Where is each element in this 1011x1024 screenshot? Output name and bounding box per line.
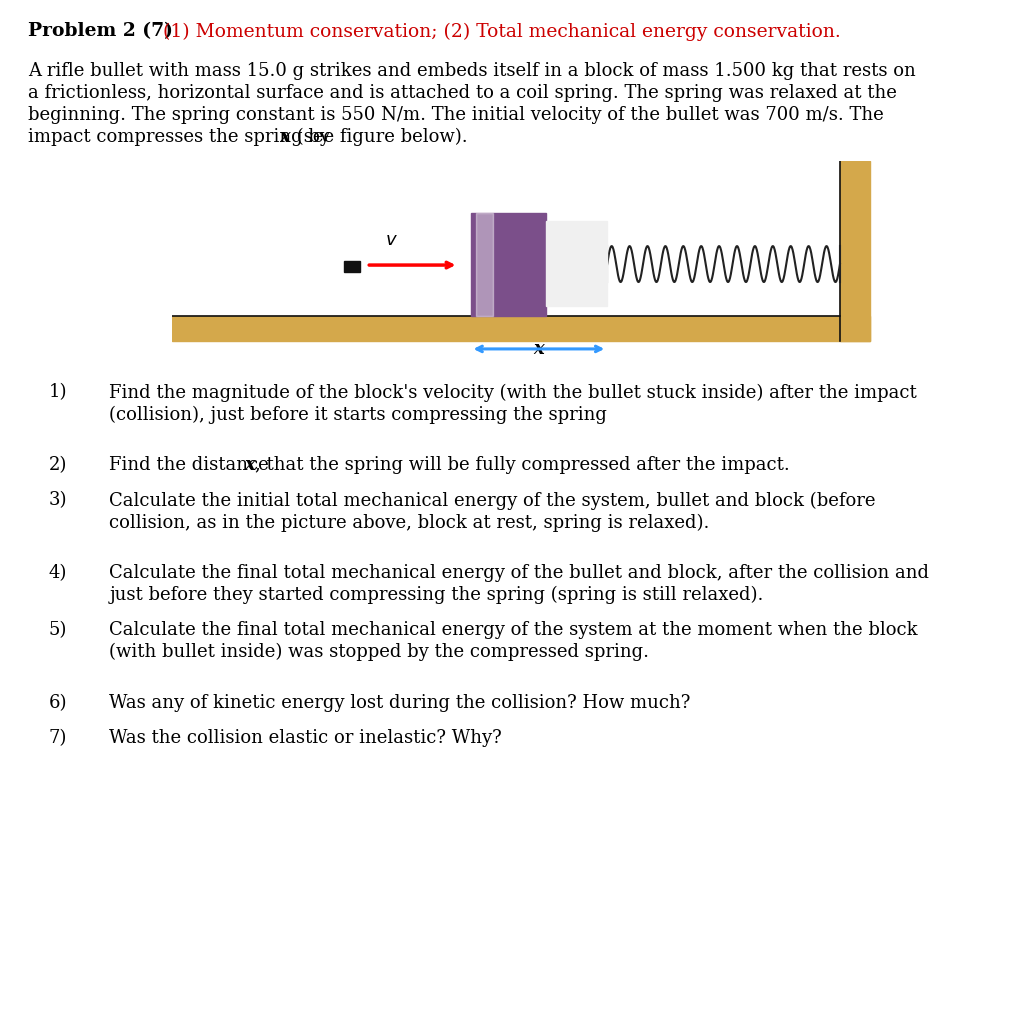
Text: x: x xyxy=(279,128,290,146)
Text: (1) Momentum conservation; (2) Total mechanical energy conservation.: (1) Momentum conservation; (2) Total mec… xyxy=(163,23,840,41)
Text: 4): 4) xyxy=(49,564,67,582)
Text: 1): 1) xyxy=(49,383,67,401)
Text: beginning. The spring constant is 550 N/m. The initial velocity of the bullet wa: beginning. The spring constant is 550 N/… xyxy=(28,106,884,124)
Text: A rifle bullet with mass 15.0 g strikes and embeds itself in a block of mass 1.5: A rifle bullet with mass 15.0 g strikes … xyxy=(28,62,915,80)
Text: Problem 2 (7): Problem 2 (7) xyxy=(28,23,180,41)
Text: collision, as in the picture above, block at rest, spring is relaxed).: collision, as in the picture above, bloc… xyxy=(109,513,709,531)
Text: x: x xyxy=(533,340,543,358)
Text: x: x xyxy=(244,456,255,474)
Bar xyxy=(839,161,869,341)
Text: Calculate the final total mechanical energy of the system at the moment when the: Calculate the final total mechanical ene… xyxy=(109,622,917,639)
Text: 7): 7) xyxy=(49,729,67,748)
Text: Find the distance: Find the distance xyxy=(109,456,275,474)
Bar xyxy=(546,221,607,306)
Text: (with bullet inside) was stopped by the compressed spring.: (with bullet inside) was stopped by the … xyxy=(109,643,649,662)
Text: $v$: $v$ xyxy=(384,231,397,249)
Text: 3): 3) xyxy=(49,492,67,509)
Bar xyxy=(172,316,869,341)
Text: Calculate the final total mechanical energy of the bullet and block, after the c: Calculate the final total mechanical ene… xyxy=(109,564,928,582)
Text: impact compresses the spring by: impact compresses the spring by xyxy=(28,128,336,146)
Text: 2): 2) xyxy=(49,456,67,474)
Bar xyxy=(344,260,360,271)
Text: (see figure below).: (see figure below). xyxy=(291,128,468,146)
Text: , that the spring will be fully compressed after the impact.: , that the spring will be fully compress… xyxy=(255,456,789,474)
Text: Find the magnitude of the block's velocity (with the bullet stuck inside) after : Find the magnitude of the block's veloci… xyxy=(109,383,916,401)
Text: a frictionless, horizontal surface and is attached to a coil spring. The spring : a frictionless, horizontal surface and i… xyxy=(28,84,897,102)
Text: 6): 6) xyxy=(49,694,67,712)
Text: Was the collision elastic or inelastic? Why?: Was the collision elastic or inelastic? … xyxy=(109,729,501,748)
Text: Calculate the initial total mechanical energy of the system, bullet and block (b: Calculate the initial total mechanical e… xyxy=(109,492,875,510)
Text: just before they started compressing the spring (spring is still relaxed).: just before they started compressing the… xyxy=(109,586,763,604)
Text: Was any of kinetic energy lost during the collision? How much?: Was any of kinetic energy lost during th… xyxy=(109,694,690,712)
Text: (collision), just before it starts compressing the spring: (collision), just before it starts compr… xyxy=(109,406,607,424)
Bar xyxy=(470,213,546,316)
Text: 5): 5) xyxy=(49,622,67,639)
